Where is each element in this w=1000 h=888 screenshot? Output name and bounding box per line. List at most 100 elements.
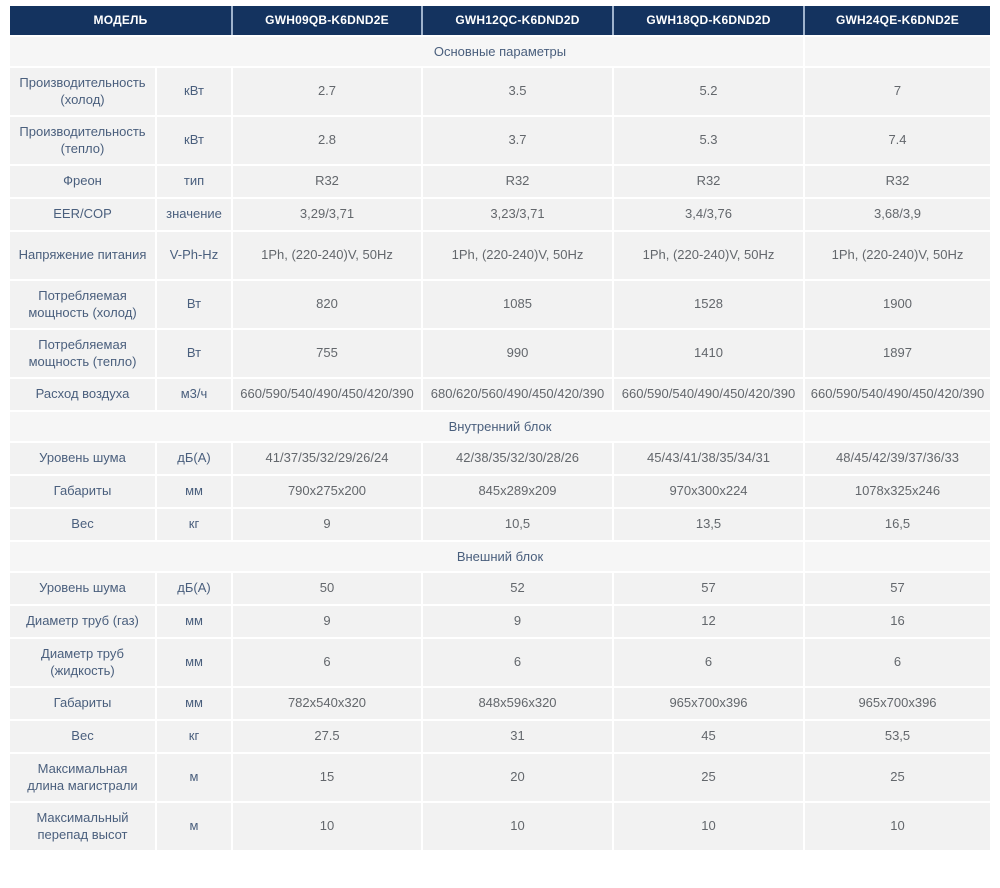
- table-row: Диаметр труб (жидкость) мм 6 6 6 6: [10, 639, 990, 688]
- table-body: Основные параметры Производительность (хо…: [10, 37, 990, 852]
- param-value-model-3: 57: [612, 573, 803, 604]
- param-value-model-4: 16: [803, 606, 990, 637]
- param-label: Фреон: [63, 173, 102, 189]
- param-value-model-4: 1897: [803, 330, 990, 377]
- param-value-model-1: 3,29/3,71: [231, 199, 421, 230]
- param-value-model-3: 13,5: [612, 509, 803, 540]
- table-row: Уровень шума дБ(А) 41/37/35/32/29/26/24 42/…: [10, 443, 990, 476]
- param-value-model-3: 3,4/3,76: [612, 199, 803, 230]
- param-label: Производительность (тепло): [19, 123, 146, 156]
- param-unit: мм: [155, 606, 231, 637]
- param-value-model-1: 27.5: [231, 721, 421, 752]
- table-row: Фреон тип R32 R32 R32 R32: [10, 166, 990, 199]
- param-value-model-3: 5.2: [612, 68, 803, 115]
- param-unit: мм: [155, 688, 231, 719]
- table-row: Максимальный перепад высот м 10 10 10 10: [10, 803, 990, 852]
- param-value-model-1: 41/37/35/32/29/26/24: [231, 443, 421, 474]
- param-value-model-2: 845x289x209: [421, 476, 612, 507]
- param-unit: м: [155, 803, 231, 850]
- param-value-model-1: 9: [231, 509, 421, 540]
- param-label: Уровень шума: [39, 580, 126, 596]
- param-value-model-3: R32: [612, 166, 803, 197]
- param-value-model-3: 5.3: [612, 117, 803, 164]
- param-value-model-2: 10,5: [421, 509, 612, 540]
- param-label: Габариты: [53, 695, 112, 711]
- param-value-model-2: 20: [421, 754, 612, 801]
- param-label: Максимальный перепад высот: [36, 809, 129, 842]
- param-value-model-1: 790x275x200: [231, 476, 421, 507]
- param-value-model-4: 16,5: [803, 509, 990, 540]
- param-value-model-2: 10: [421, 803, 612, 850]
- param-label: Уровень шума: [39, 450, 126, 466]
- param-value-model-1: R32: [231, 166, 421, 197]
- table-row: Максимальная длина магистрали м 15 20 25 25: [10, 754, 990, 803]
- param-value-model-2: 6: [421, 639, 612, 686]
- table-row: Вес кг 27.5 31 45 53,5: [10, 721, 990, 754]
- section-row: Внешний блок: [10, 542, 990, 573]
- param-value-model-4: 57: [803, 573, 990, 604]
- section-title: Основные параметры: [433, 44, 567, 59]
- table-row: Габариты мм 790x275x200 845x289x209 970x300x…: [10, 476, 990, 509]
- param-value-model-3: 12: [612, 606, 803, 637]
- table-row: Потребляемая мощность (тепло) Вт 755 990 141…: [10, 330, 990, 379]
- param-value-model-2: 848x596x320: [421, 688, 612, 719]
- section-column-divider: [803, 542, 805, 571]
- param-value-model-2: 42/38/35/32/30/28/26: [421, 443, 612, 474]
- column-header-model-2: GWH12QC-K6DND2D: [421, 6, 612, 35]
- param-unit: дБ(А): [155, 443, 231, 474]
- column-header-model-4: GWH24QE-K6DND2E: [803, 6, 990, 35]
- param-value-model-1: 9: [231, 606, 421, 637]
- param-value-model-1: 2.7: [231, 68, 421, 115]
- param-value-model-3: 45/43/41/38/35/34/31: [612, 443, 803, 474]
- param-value-model-2: 9: [421, 606, 612, 637]
- param-value-model-2: 3.5: [421, 68, 612, 115]
- param-value-model-3: 1Ph, (220-240)V, 50Hz: [612, 232, 803, 279]
- param-value-model-4: 6: [803, 639, 990, 686]
- param-value-model-4: 25: [803, 754, 990, 801]
- param-value-model-1: 10: [231, 803, 421, 850]
- param-unit: дБ(А): [155, 573, 231, 604]
- table-row: EER/COP значение 3,29/3,71 3,23/3,71 3,4/3,7…: [10, 199, 990, 232]
- param-value-model-1: 50: [231, 573, 421, 604]
- table-row: Напряжение питания V-Ph-Hz 1Ph, (220-240)V…: [10, 232, 990, 281]
- param-unit: кВт: [155, 68, 231, 115]
- table-row: Габариты мм 782x540x320 848x596x320 965x700x…: [10, 688, 990, 721]
- param-value-model-2: 52: [421, 573, 612, 604]
- param-label: Потребляемая мощность (тепло): [28, 336, 137, 369]
- param-unit: V-Ph-Hz: [155, 232, 231, 279]
- section-title: Внешний блок: [456, 549, 544, 564]
- param-value-model-3: 965x700x396: [612, 688, 803, 719]
- table-header-row: МОДЕЛЬ GWH09QB-K6DND2E GWH12QC-K6DND2D G…: [10, 6, 990, 37]
- param-unit: м: [155, 754, 231, 801]
- param-value-model-4: 965x700x396: [803, 688, 990, 719]
- table-row: Потребляемая мощность (холод) Вт 820 1085 15…: [10, 281, 990, 330]
- param-value-model-1: 15: [231, 754, 421, 801]
- param-value-model-1: 660/590/540/490/450/420/390: [231, 379, 421, 410]
- section-row: Внутренний блок: [10, 412, 990, 443]
- param-label: Максимальная длина магистрали: [27, 760, 138, 793]
- param-label: Расход воздуха: [35, 386, 130, 402]
- param-value-model-4: 7.4: [803, 117, 990, 164]
- param-unit: Вт: [155, 281, 231, 328]
- param-label: Диаметр труб (жидкость): [41, 645, 124, 678]
- param-value-model-3: 45: [612, 721, 803, 752]
- param-unit: м3/ч: [155, 379, 231, 410]
- param-label: EER/COP: [53, 206, 112, 222]
- param-label: Потребляемая мощность (холод): [28, 287, 137, 320]
- param-value-model-2: 3.7: [421, 117, 612, 164]
- param-value-model-4: 3,68/3,9: [803, 199, 990, 230]
- param-label: Напряжение питания: [18, 247, 147, 263]
- table-row: Диаметр труб (газ) мм 9 9 12 16: [10, 606, 990, 639]
- param-value-model-4: 1900: [803, 281, 990, 328]
- param-unit: мм: [155, 639, 231, 686]
- param-value-model-4: 1078x325x246: [803, 476, 990, 507]
- section-title: Внутренний блок: [448, 419, 552, 434]
- param-unit: кг: [155, 509, 231, 540]
- param-value-model-4: R32: [803, 166, 990, 197]
- column-header-model-1: GWH09QB-K6DND2E: [231, 6, 421, 35]
- param-value-model-4: 7: [803, 68, 990, 115]
- section-column-divider: [803, 412, 805, 441]
- table-row: Производительность (тепло) кВт 2.8 3.7 5.3 7.…: [10, 117, 990, 166]
- param-value-model-3: 660/590/540/490/450/420/390: [612, 379, 803, 410]
- spec-table: МОДЕЛЬ GWH09QB-K6DND2E GWH12QC-K6DND2D G…: [10, 6, 990, 852]
